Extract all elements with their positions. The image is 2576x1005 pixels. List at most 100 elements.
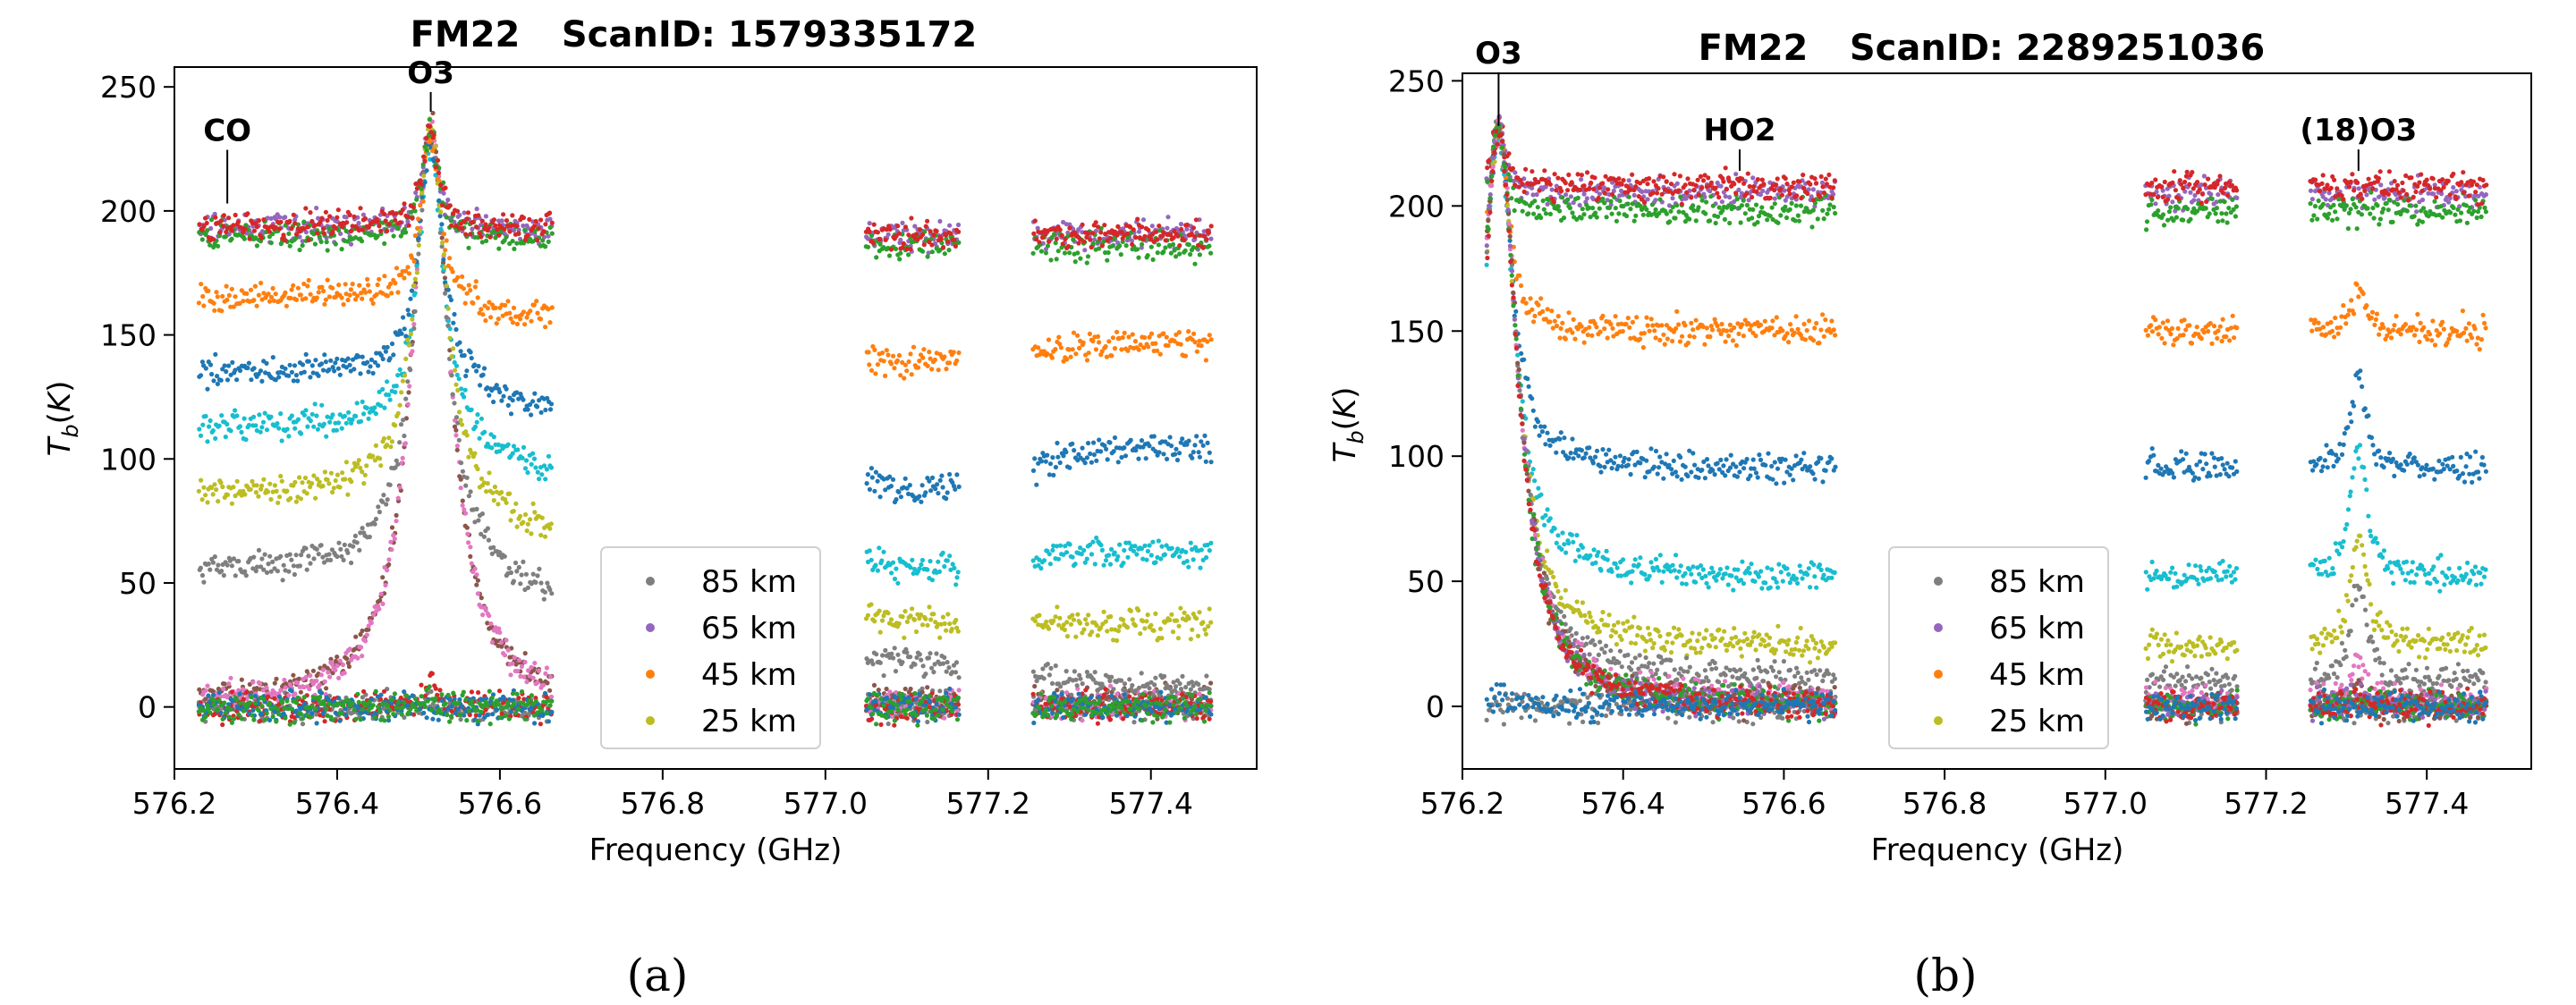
data-point xyxy=(1203,631,1208,637)
data-point xyxy=(894,497,899,502)
data-point xyxy=(537,477,542,482)
data-point xyxy=(343,365,349,370)
data-point xyxy=(233,573,238,579)
data-point xyxy=(947,223,953,228)
data-point xyxy=(447,335,453,341)
data-point xyxy=(1205,542,1210,548)
data-point xyxy=(1105,258,1110,263)
data-point xyxy=(337,658,343,663)
data-point xyxy=(261,217,267,223)
data-point xyxy=(357,283,362,288)
data-point xyxy=(268,496,274,502)
data-point xyxy=(455,706,461,712)
data-point xyxy=(1093,680,1098,686)
data-point xyxy=(215,381,220,386)
data-point xyxy=(399,331,404,336)
data-point xyxy=(955,570,961,575)
data-point xyxy=(535,238,540,243)
data-point xyxy=(927,604,932,610)
data-point xyxy=(373,411,378,417)
data-point xyxy=(267,299,273,304)
data-point xyxy=(1191,450,1196,455)
data-point xyxy=(486,537,492,543)
data-point xyxy=(340,470,345,476)
data-point xyxy=(1178,222,1184,227)
data-point xyxy=(1192,261,1198,266)
data-point xyxy=(1139,245,1144,250)
data-point xyxy=(940,485,945,490)
data-point xyxy=(254,303,259,308)
data-point xyxy=(1084,556,1089,562)
data-point xyxy=(199,477,204,483)
data-point xyxy=(499,490,504,495)
data-point xyxy=(1094,622,1099,629)
data-point xyxy=(281,562,286,568)
data-point xyxy=(514,524,520,529)
data-point xyxy=(892,646,897,651)
data-point xyxy=(468,489,473,494)
data-point xyxy=(303,351,309,357)
data-point xyxy=(328,557,334,563)
data-point xyxy=(198,433,204,438)
data-point xyxy=(893,246,899,251)
data-point xyxy=(1207,333,1212,338)
data-point xyxy=(397,440,402,445)
data-point xyxy=(256,218,261,224)
data-point xyxy=(421,710,427,716)
data-point xyxy=(468,288,473,293)
data-point xyxy=(307,687,312,692)
data-point xyxy=(321,231,326,236)
data-point xyxy=(203,366,208,371)
data-point xyxy=(549,231,555,236)
data-point xyxy=(892,722,897,728)
data-point xyxy=(1114,691,1120,697)
data-point xyxy=(367,289,372,294)
data-point xyxy=(385,228,390,233)
data-point xyxy=(508,411,514,417)
data-point xyxy=(928,617,934,622)
data-point xyxy=(458,486,463,491)
data-point xyxy=(1208,236,1214,241)
data-point xyxy=(227,558,233,563)
data-point xyxy=(547,526,553,531)
data-point xyxy=(869,557,874,562)
data-point xyxy=(518,673,523,680)
data-point xyxy=(1095,688,1100,693)
data-point xyxy=(928,651,933,656)
data-point xyxy=(1163,245,1168,250)
data-point xyxy=(490,490,496,495)
data-point xyxy=(1053,663,1058,669)
data-point xyxy=(336,420,342,426)
data-point xyxy=(900,660,905,665)
data-point xyxy=(956,350,962,356)
data-point xyxy=(954,708,960,714)
data-point xyxy=(1084,260,1089,266)
data-point xyxy=(1030,669,1036,674)
data-point xyxy=(1077,672,1082,678)
data-point xyxy=(1045,243,1051,249)
data-point xyxy=(1057,460,1063,466)
data-point xyxy=(1106,339,1112,344)
data-point xyxy=(1034,678,1039,684)
chart-title-right: ScanID: 1579335172 xyxy=(562,14,977,55)
data-point xyxy=(270,285,275,291)
data-point xyxy=(353,413,359,418)
data-point xyxy=(921,347,927,352)
data-point xyxy=(501,212,506,217)
data-point xyxy=(226,292,232,298)
data-point xyxy=(454,447,460,452)
data-point xyxy=(496,502,501,507)
data-point xyxy=(372,405,377,410)
data-point xyxy=(890,560,896,565)
data-point xyxy=(215,374,220,379)
data-point xyxy=(386,435,392,441)
data-point xyxy=(402,201,407,207)
data-point xyxy=(1174,446,1179,452)
data-point xyxy=(212,308,217,313)
data-point xyxy=(405,337,411,342)
data-point xyxy=(291,212,296,217)
data-point xyxy=(1153,229,1158,234)
data-point xyxy=(422,158,428,164)
data-point xyxy=(479,595,484,601)
data-point xyxy=(1136,456,1141,461)
